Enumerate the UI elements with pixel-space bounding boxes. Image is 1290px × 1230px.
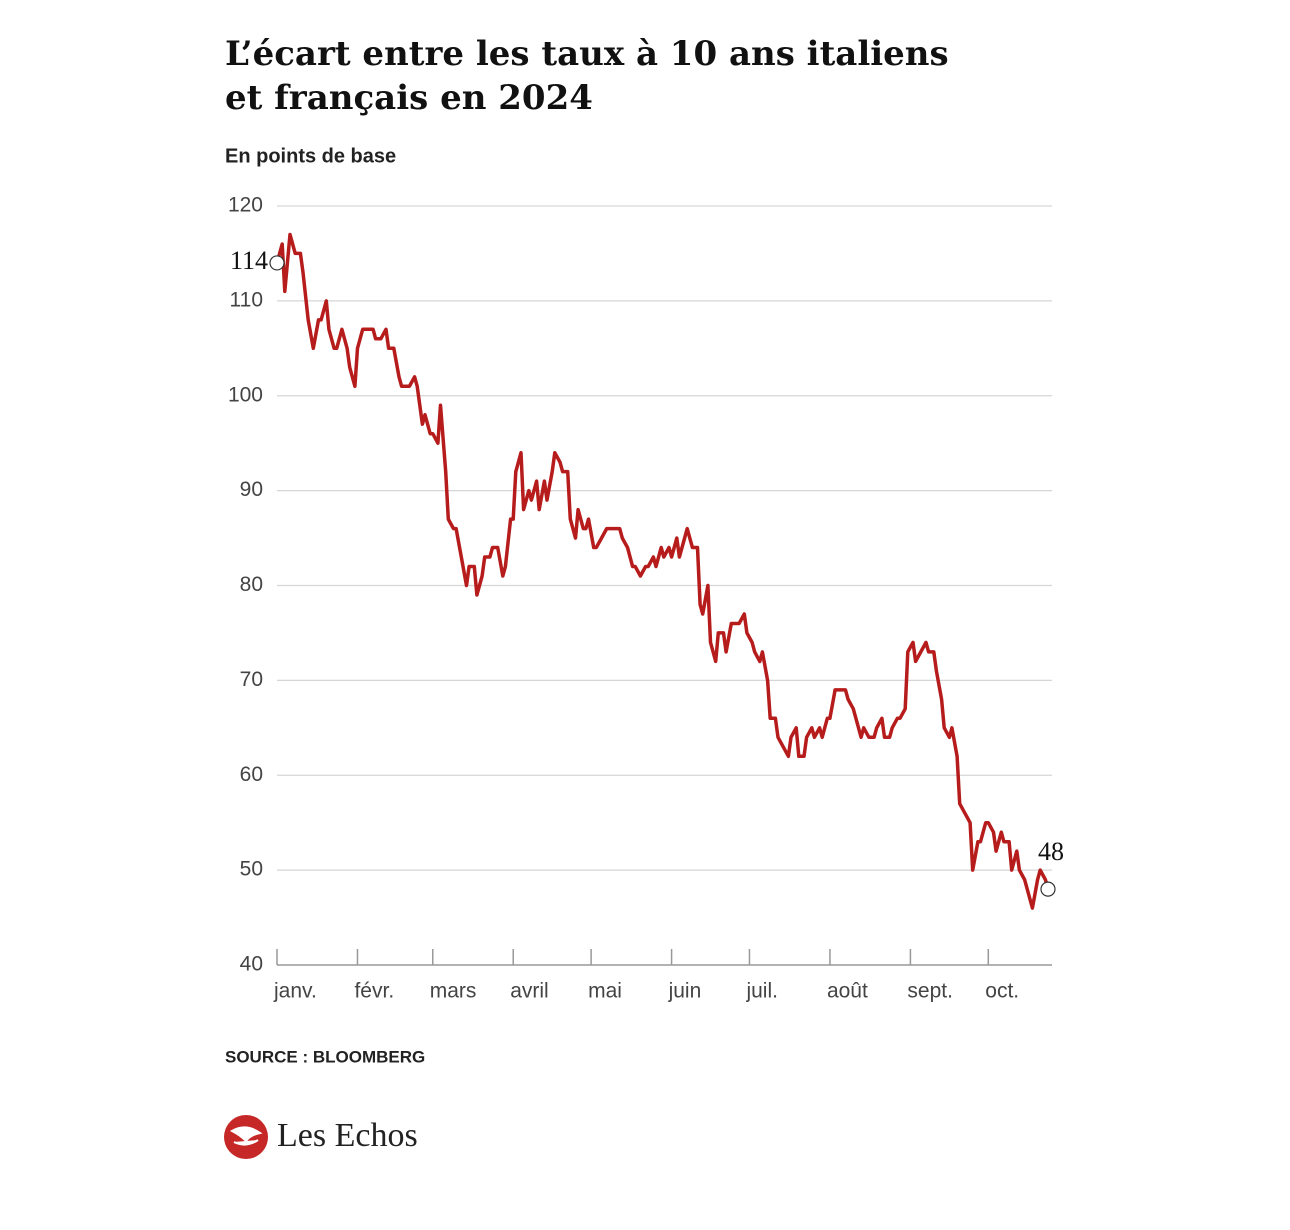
y-tick-label: 60: [240, 763, 263, 786]
line: [275, 232, 1050, 910]
y-tick-label: 110: [230, 288, 263, 311]
x-tick-label: oct.: [985, 980, 1019, 1003]
chart-title: L’écart entre les taux à 10 ans italiens: [225, 34, 949, 74]
y-tick-label: 90: [240, 478, 263, 501]
end-marker: [1040, 881, 1056, 897]
y-tick-label: 80: [240, 573, 263, 596]
x-tick-label: sept.: [907, 980, 953, 1003]
y-tick-label: 100: [228, 383, 263, 406]
x-tick-label: févr.: [354, 980, 394, 1003]
y-tick-label: 40: [240, 953, 263, 976]
x-tick-label: mai: [588, 980, 622, 1003]
x-tick-label: janv.: [273, 980, 317, 1003]
x-tick-label: août: [827, 980, 868, 1003]
annotation: 114: [230, 246, 268, 275]
y-tick-label: 50: [240, 858, 263, 881]
source: SOURCE : BLOOMBERG: [225, 1047, 425, 1066]
end-marker: [269, 255, 285, 271]
x-tick-label: juin: [668, 980, 702, 1003]
subtitle: En points de base: [225, 145, 396, 167]
y-tick-label: 120: [228, 194, 263, 217]
x-tick-label: mars: [430, 980, 477, 1003]
y-tick-label: 70: [240, 668, 263, 691]
x-tick-label: juil.: [745, 980, 778, 1003]
x-tick-label: avril: [510, 980, 549, 1003]
brand: Les Echos: [277, 1117, 418, 1154]
logo-icon: [224, 1115, 268, 1159]
chart-title: et français en 2024: [225, 78, 593, 118]
annotation: 48: [1038, 837, 1064, 866]
